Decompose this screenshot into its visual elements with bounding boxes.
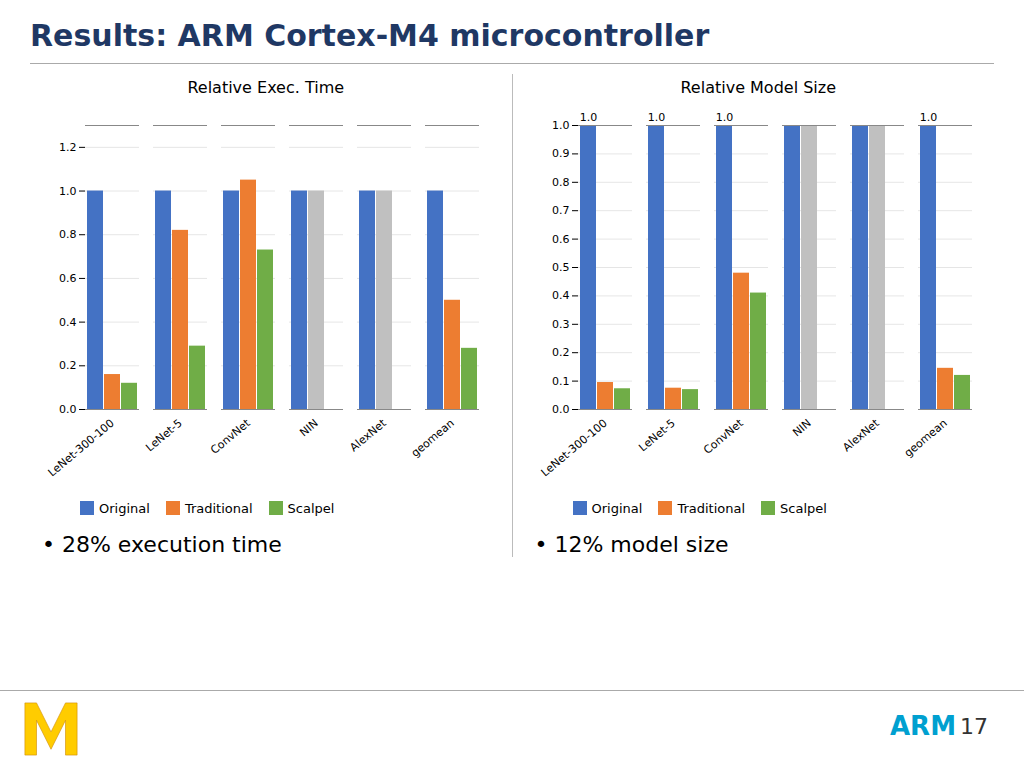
svg-text:geomean: geomean: [901, 417, 949, 460]
html-text:Scalpel: Scalpel: [287, 501, 335, 516]
svg-text:0.4: 0.4: [552, 289, 570, 302]
svg-text:1.0: 1.0: [59, 185, 77, 198]
svg-text:0.8: 0.8: [552, 176, 570, 189]
svg-text:0.3: 0.3: [552, 318, 570, 331]
html-text:Relative Exec. Time: Relative Exec. Time: [187, 78, 345, 97]
svg-text:0.2: 0.2: [552, 346, 570, 359]
svg-text:AlexNet: AlexNet: [347, 416, 389, 454]
svg-text:1.0: 1.0: [715, 111, 733, 124]
svg-text:LeNet-300-100: LeNet-300-100: [538, 417, 609, 480]
svg-text:0.8: 0.8: [59, 228, 77, 241]
html-text:ARM 17: ARM 17: [890, 711, 988, 741]
svg-text:1.0: 1.0: [552, 119, 570, 132]
svg-text:1.2: 1.2: [59, 141, 77, 154]
html-text:Original: Original: [591, 501, 643, 516]
html-text:Scalpel: Scalpel: [780, 501, 827, 516]
svg-text:0.6: 0.6: [59, 272, 77, 285]
svg-text:AlexNet: AlexNet: [840, 416, 882, 454]
svg-text:0.2: 0.2: [59, 359, 77, 372]
svg-text:0.1: 0.1: [552, 375, 570, 388]
svg-text:0.9: 0.9: [552, 147, 570, 160]
html-text:• 12% model size: • 12% model size: [534, 532, 729, 557]
svg-text:0.5: 0.5: [552, 261, 570, 274]
svg-text:0.7: 0.7: [552, 204, 570, 217]
svg-text:1.0: 1.0: [647, 111, 665, 124]
svg-text:1.0: 1.0: [919, 111, 937, 124]
html-text:Traditional: Traditional: [677, 501, 746, 516]
svg-text:0.6: 0.6: [552, 233, 570, 246]
svg-text:0.0: 0.0: [59, 403, 77, 416]
html-text:• 28% execution time: • 28% execution time: [42, 532, 282, 557]
svg-text:NIN: NIN: [297, 417, 320, 440]
html-text:Relative Model Size: Relative Model Size: [680, 78, 836, 97]
svg-text:ConvNet: ConvNet: [208, 416, 253, 457]
svg-text:0.0: 0.0: [552, 403, 570, 416]
svg-text:0.4: 0.4: [59, 316, 77, 329]
html-text:Results: ARM Cortex-M4 microco: Results: ARM Cortex-M4 microcontroller: [30, 18, 710, 53]
html-text:Traditional: Traditional: [184, 501, 253, 516]
svg-text:ConvNet: ConvNet: [701, 416, 746, 457]
svg-text:LeNet-300-100: LeNet-300-100: [46, 417, 117, 480]
svg-text:1.0: 1.0: [579, 111, 597, 124]
svg-text:geomean: geomean: [409, 417, 457, 460]
svg-text:NIN: NIN: [790, 417, 813, 440]
html-text:Original: Original: [99, 501, 150, 516]
svg-text:LeNet-5: LeNet-5: [143, 417, 184, 455]
svg-text:LeNet-5: LeNet-5: [636, 417, 677, 455]
